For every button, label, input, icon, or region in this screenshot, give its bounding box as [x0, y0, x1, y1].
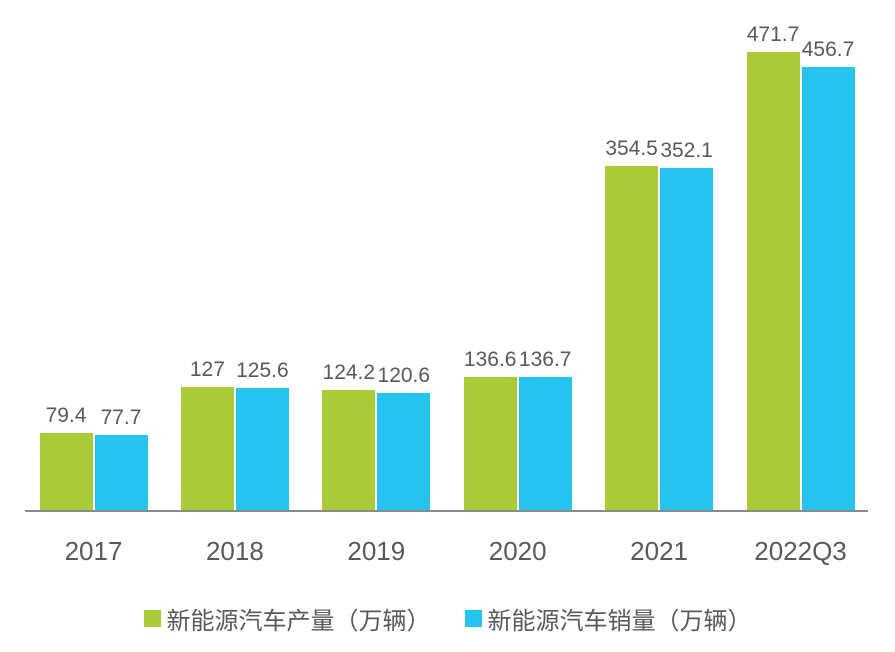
legend-item-production: 新能源汽车产量（万辆）	[143, 601, 431, 636]
legend-item-sales: 新能源汽车销量（万辆）	[464, 601, 752, 636]
bar-production	[39, 433, 93, 510]
bar-production	[746, 52, 800, 510]
x-axis-label: 2020	[488, 536, 547, 566]
legend-label: 新能源汽车产量（万辆）	[166, 608, 431, 635]
x-axis-label: 2018	[205, 536, 264, 566]
bar-sales	[94, 435, 148, 510]
bar-group: 136.6 136.7	[463, 348, 572, 510]
legend-swatch-icon	[464, 610, 482, 627]
bar-production	[463, 377, 517, 510]
value-label: 125.6	[236, 359, 289, 382]
bar-column-production: 136.6	[463, 348, 517, 510]
bar-column-production: 354.5	[605, 137, 659, 510]
bar-sales	[235, 388, 289, 510]
value-label: 352.1	[660, 139, 713, 162]
bar-sales	[801, 67, 855, 510]
value-label: 77.7	[100, 406, 142, 429]
x-axis-label: 2017	[64, 536, 123, 566]
value-label: 127	[189, 358, 225, 381]
value-label: 79.4	[45, 404, 87, 427]
value-label: 124.2	[322, 361, 376, 384]
value-label: 136.7	[518, 348, 572, 371]
bar-column-sales: 456.7	[801, 38, 855, 510]
bar-group: 124.2 120.6	[322, 361, 431, 510]
bar-sales	[518, 377, 572, 510]
bar-column-production: 124.2	[322, 361, 376, 510]
x-axis-label: 2019	[347, 536, 406, 566]
bar-column-production: 471.7	[746, 23, 800, 510]
bar-column-sales: 125.6	[235, 359, 289, 510]
value-label: 471.7	[746, 23, 800, 46]
value-label: 456.7	[801, 38, 855, 61]
legend-swatch-icon	[143, 610, 161, 627]
bar-column-sales: 136.7	[518, 348, 572, 510]
bar-column-sales: 120.6	[377, 364, 431, 510]
bar-group: 127 125.6	[180, 358, 289, 510]
value-label: 136.6	[463, 348, 517, 371]
bar-column-sales: 352.1	[660, 139, 714, 510]
legend: 新能源汽车产量（万辆） 新能源汽车销量（万辆）	[0, 601, 895, 636]
x-axis-label: 2021	[630, 536, 689, 566]
bar-production	[180, 387, 234, 510]
bar-production	[605, 166, 659, 510]
bar-column-sales: 77.7	[94, 406, 148, 510]
bar-sales	[660, 168, 714, 510]
bar-group: 471.7 456.7	[746, 23, 855, 510]
value-label: 120.6	[377, 364, 431, 387]
bar-sales	[377, 393, 431, 510]
bar-group: 79.4 77.7	[39, 404, 148, 510]
bar-column-production: 127	[180, 358, 234, 510]
bar-column-production: 79.4	[39, 404, 93, 510]
x-axis-line	[25, 510, 868, 512]
legend-label: 新能源汽车销量（万辆）	[487, 608, 752, 635]
x-axis-label: 2022Q3	[754, 536, 847, 566]
bar-group: 354.5 352.1	[605, 137, 714, 510]
bar-production	[322, 390, 376, 510]
value-label: 354.5	[605, 137, 658, 160]
